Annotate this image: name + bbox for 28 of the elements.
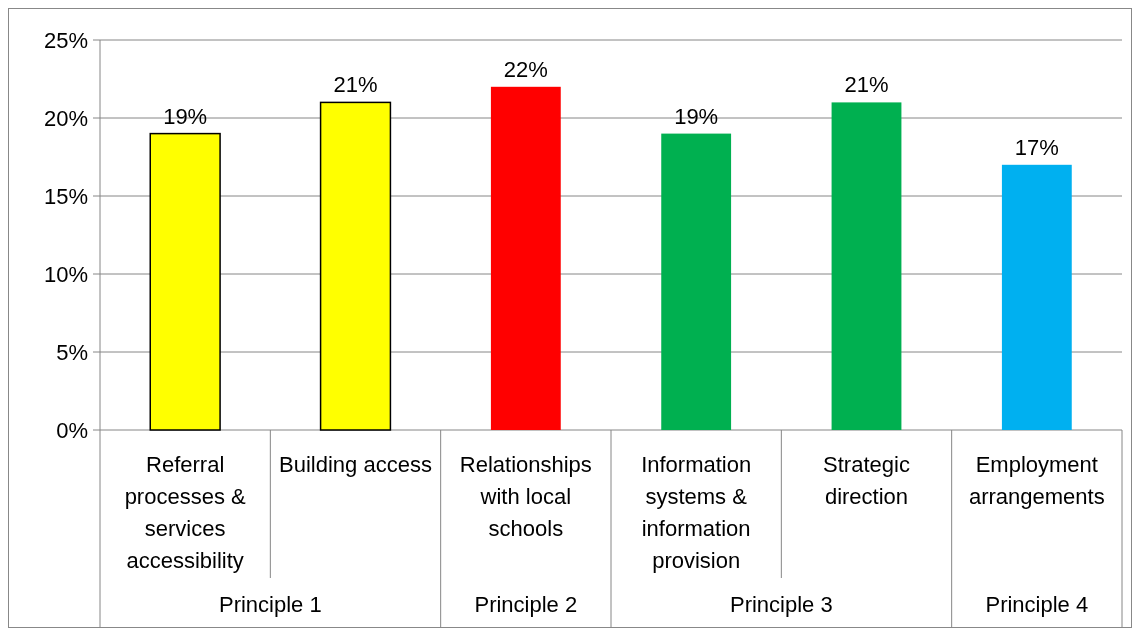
x-tick-label: Building access — [279, 452, 432, 477]
bar — [319, 101, 392, 431]
x-tick-label: Employment arrangements — [968, 452, 1105, 509]
bar — [661, 133, 732, 430]
text: Principle 3 — [729, 592, 833, 617]
y-tick-label: 15% — [43, 183, 88, 209]
bar — [490, 86, 561, 430]
data-label: 21% — [844, 72, 889, 98]
text: Principle 1 — [218, 592, 322, 617]
y-tick-label: 0% — [56, 417, 88, 443]
bar — [831, 102, 902, 430]
data-label: 17% — [1014, 134, 1059, 160]
text: Principle 2 — [474, 592, 578, 617]
y-tick-label: 10% — [43, 261, 88, 287]
data-label: 19% — [163, 103, 208, 129]
y-tick-label: 5% — [56, 339, 88, 365]
y-tick-label: 25% — [43, 27, 88, 53]
data-label: 21% — [333, 72, 378, 98]
y-tick-label: 20% — [43, 105, 88, 131]
x-tick-label: Referral processes & services accessibility — [124, 452, 247, 573]
x-tick-label: Strategic direction — [823, 452, 910, 509]
text: Principle 4 — [985, 592, 1089, 617]
data-label: 22% — [503, 56, 548, 82]
x-tick-label: Relationships with local schools — [459, 452, 592, 541]
bar — [149, 132, 221, 431]
data-label: 19% — [674, 103, 719, 129]
x-tick-label: Information systems & information provision — [641, 452, 752, 573]
bar — [1001, 164, 1072, 430]
